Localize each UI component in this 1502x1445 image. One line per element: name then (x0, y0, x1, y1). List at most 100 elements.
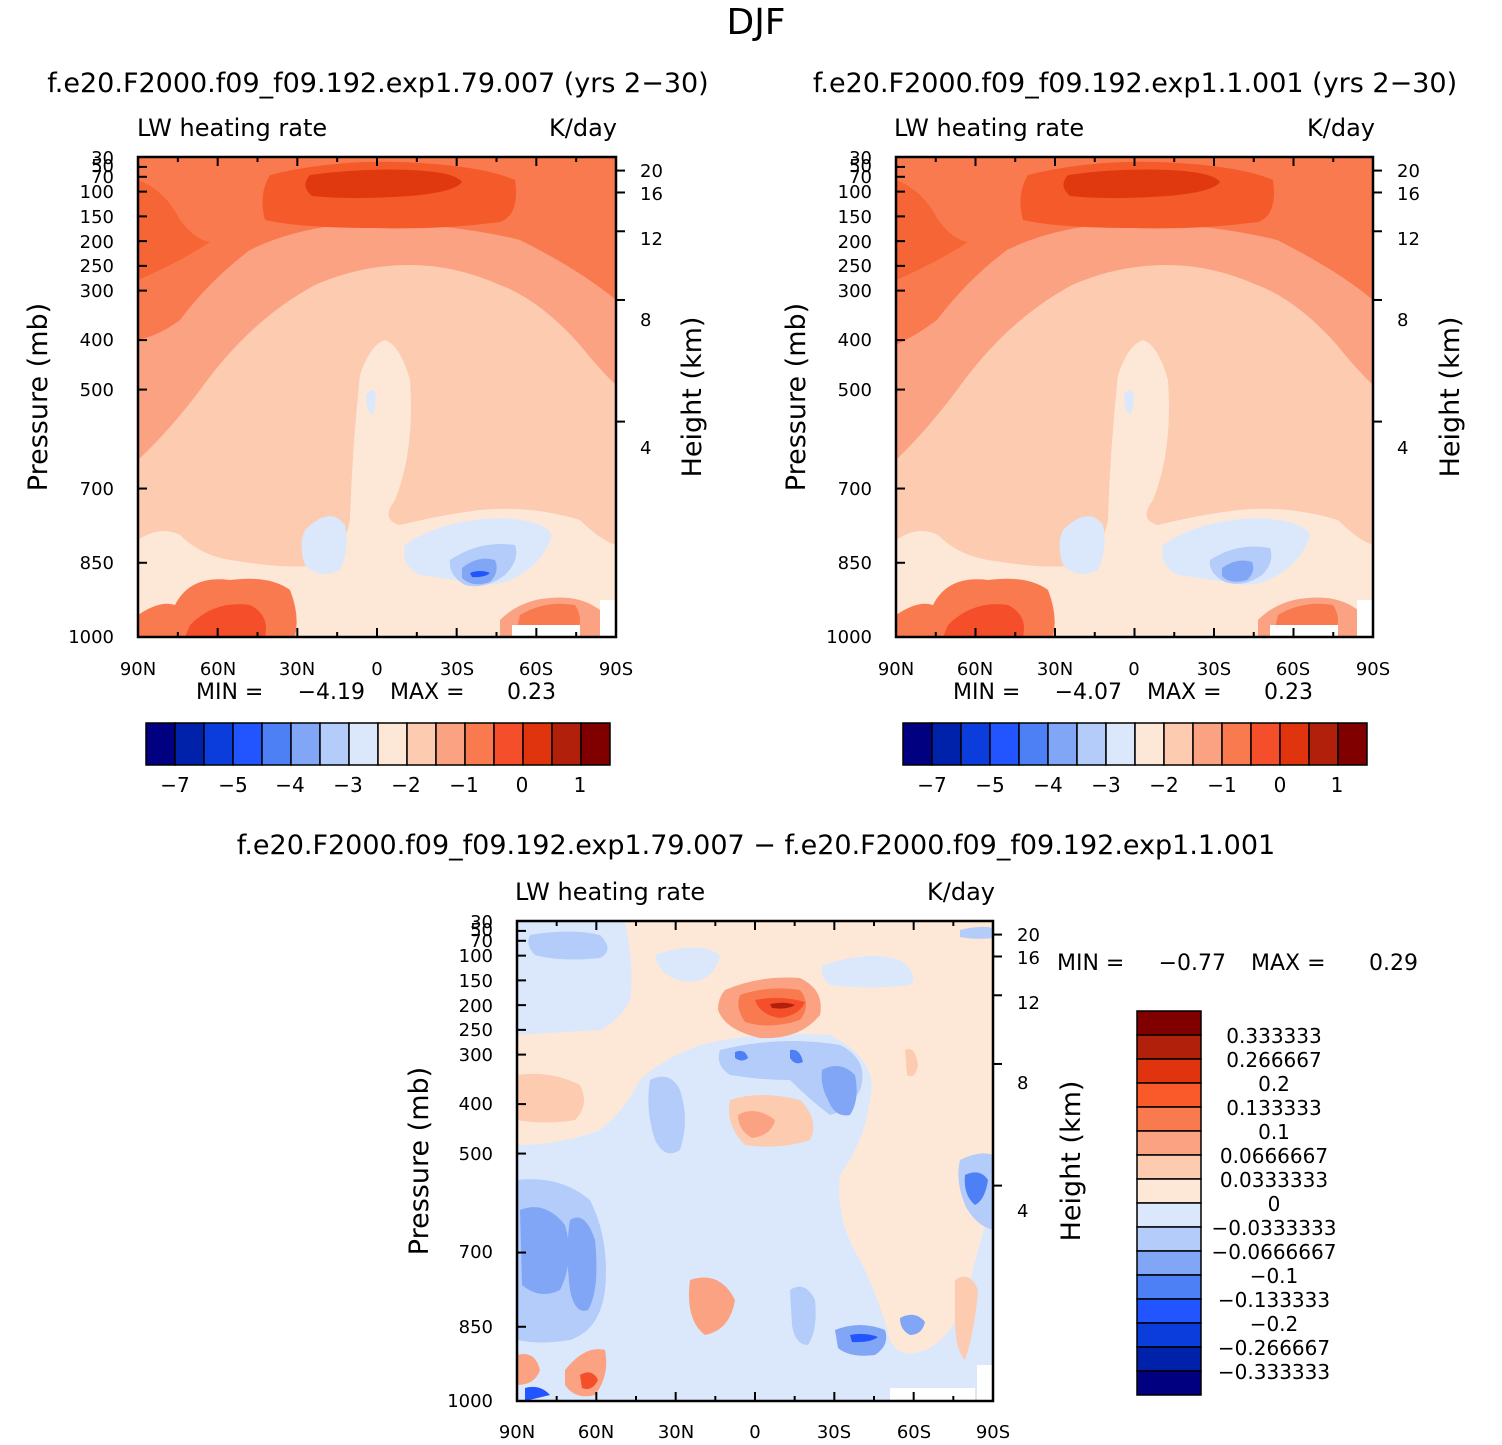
y-right-axis-title: Height (km) (1435, 317, 1466, 478)
contour-fill (648, 1076, 685, 1154)
colorbar-swatch (348, 722, 379, 766)
panel-c-y-axis: 30 50 70 100 150 200 250 300 400 500 700… (447, 912, 493, 1412)
colorbar-swatch (290, 722, 321, 766)
colorbar-swatch (464, 722, 495, 766)
colorbar-swatch (1105, 722, 1136, 766)
colorbar-swatch (1136, 1082, 1202, 1108)
min-value: −4.07 (1055, 680, 1122, 705)
y-tick-label: 700 (838, 479, 872, 500)
min-value: −4.19 (298, 680, 365, 705)
panel-c-title: f.e20.F2000.f09_f09.192.exp1.79.007 − f.… (237, 830, 1275, 861)
y-tick-label: 300 (80, 281, 114, 302)
panel-control: f.e20.F2000.f09_f09.192.exp1.79.007 (yrs… (23, 68, 709, 797)
y-tick-label: 300 (838, 281, 872, 302)
x-tick-label: 90N (120, 659, 156, 680)
panel-a-colorbar-labels: −7 −5 −4 −3 −2 −1 0 1 (160, 773, 586, 797)
y-right-axis-title: Height (km) (1056, 1081, 1087, 1242)
colorbar-swatch (1136, 1298, 1202, 1324)
colorbar-swatch (1136, 1322, 1202, 1348)
y-tick-label: 100 (80, 182, 114, 203)
y-tick-label: 50 (470, 920, 493, 941)
y-tick-label: 30 (849, 148, 872, 169)
height-tick-label: 4 (640, 438, 651, 459)
colorbar-swatch (902, 722, 933, 766)
y-right-axis-title: Height (km) (677, 317, 708, 478)
panel-b-stats: MIN = −4.07 MAX = 0.23 (953, 680, 1313, 705)
contour-fill (821, 956, 914, 988)
colorbar-label: −1 (449, 773, 478, 797)
colorbar-label: 0.266667 (1226, 1048, 1321, 1072)
colorbar-label: −2 (391, 773, 420, 797)
colorbar-swatch (1136, 1034, 1202, 1060)
colorbar-label: 1 (574, 773, 587, 797)
contour-fill (896, 180, 968, 280)
colorbar-swatch (319, 722, 350, 766)
panel-b-subtitle-left: LW heating rate (894, 114, 1084, 142)
panel-a-subtitle-right: K/day (549, 114, 617, 142)
y-tick-label: 850 (80, 553, 114, 574)
max-value: 0.29 (1369, 951, 1418, 976)
contour-fill (655, 947, 720, 982)
contour-fill (305, 169, 462, 198)
colorbar-swatch (580, 722, 611, 766)
colorbar-swatch (435, 722, 466, 766)
y-tick-label: 200 (459, 996, 493, 1017)
colorbar-swatch (377, 722, 408, 766)
y-tick-label: 300 (459, 1045, 493, 1066)
colorbar-label: 0 (1268, 1192, 1281, 1216)
y-tick-label: 200 (838, 232, 872, 253)
colorbar-swatch (232, 722, 263, 766)
panel-c-stats: MIN = −0.77 MAX = 0.29 (1057, 951, 1418, 976)
colorbar-swatch (989, 722, 1020, 766)
contour-fill (790, 1286, 816, 1345)
colorbar-swatch (1192, 722, 1223, 766)
colorbar-label: −0.333333 (1218, 1360, 1330, 1384)
max-value: 0.23 (1264, 680, 1313, 705)
colorbar-label: 1 (1331, 773, 1344, 797)
x-tick-label: 30N (658, 1422, 694, 1443)
panel-a-contours (138, 157, 616, 637)
missing-data (977, 1365, 993, 1401)
contour-fill (366, 390, 376, 415)
colorbar-label: −0.1 (1250, 1264, 1299, 1288)
height-tick-label: 20 (1397, 161, 1420, 182)
contour-fill (525, 1386, 550, 1401)
contour-fill (738, 1111, 775, 1138)
colorbar-swatch (960, 722, 991, 766)
contour-fill (900, 1314, 925, 1335)
y-tick-label: 70 (849, 167, 872, 188)
colorbar-label: −0.266667 (1218, 1336, 1330, 1360)
x-tick-label: 60N (200, 659, 236, 680)
contour-fill (770, 1002, 795, 1009)
x-tick-label: 30S (440, 659, 474, 680)
contour-fill (517, 1033, 993, 1401)
contour-fill (850, 1333, 878, 1343)
y-tick-label: 30 (91, 148, 114, 169)
colorbar-swatch (145, 722, 176, 766)
panel-c-x-axis: 90N 60N 30N 0 30S 60S 90S (499, 1422, 1010, 1443)
colorbar-swatch (1136, 1106, 1202, 1132)
contour-fill (943, 604, 1024, 637)
x-tick-label: 90N (499, 1422, 535, 1443)
colorbar-label: −4 (275, 773, 304, 797)
max-value: 0.23 (507, 680, 556, 705)
panel-b-contours (896, 157, 1373, 637)
panel-a-colorbar (145, 722, 611, 766)
min-label: MIN = (196, 680, 263, 705)
y-tick-label: 400 (838, 330, 872, 351)
y-tick-label: 100 (838, 182, 872, 203)
colorbar-swatch (1136, 1178, 1202, 1204)
max-label: MAX = (1251, 951, 1326, 976)
colorbar-label: −0.0333333 (1212, 1216, 1337, 1240)
missing-data (600, 600, 616, 637)
colorbar-swatch (931, 722, 962, 766)
y-tick-label: 500 (80, 380, 114, 401)
colorbar-swatch (1308, 722, 1339, 766)
y-tick-label: 700 (459, 1242, 493, 1263)
colorbar-swatch (406, 722, 437, 766)
y-axis-title: Pressure (mb) (404, 1067, 435, 1255)
x-tick-label: 30S (817, 1422, 851, 1443)
colorbar-swatch (261, 722, 292, 766)
contour-fill (528, 931, 608, 960)
